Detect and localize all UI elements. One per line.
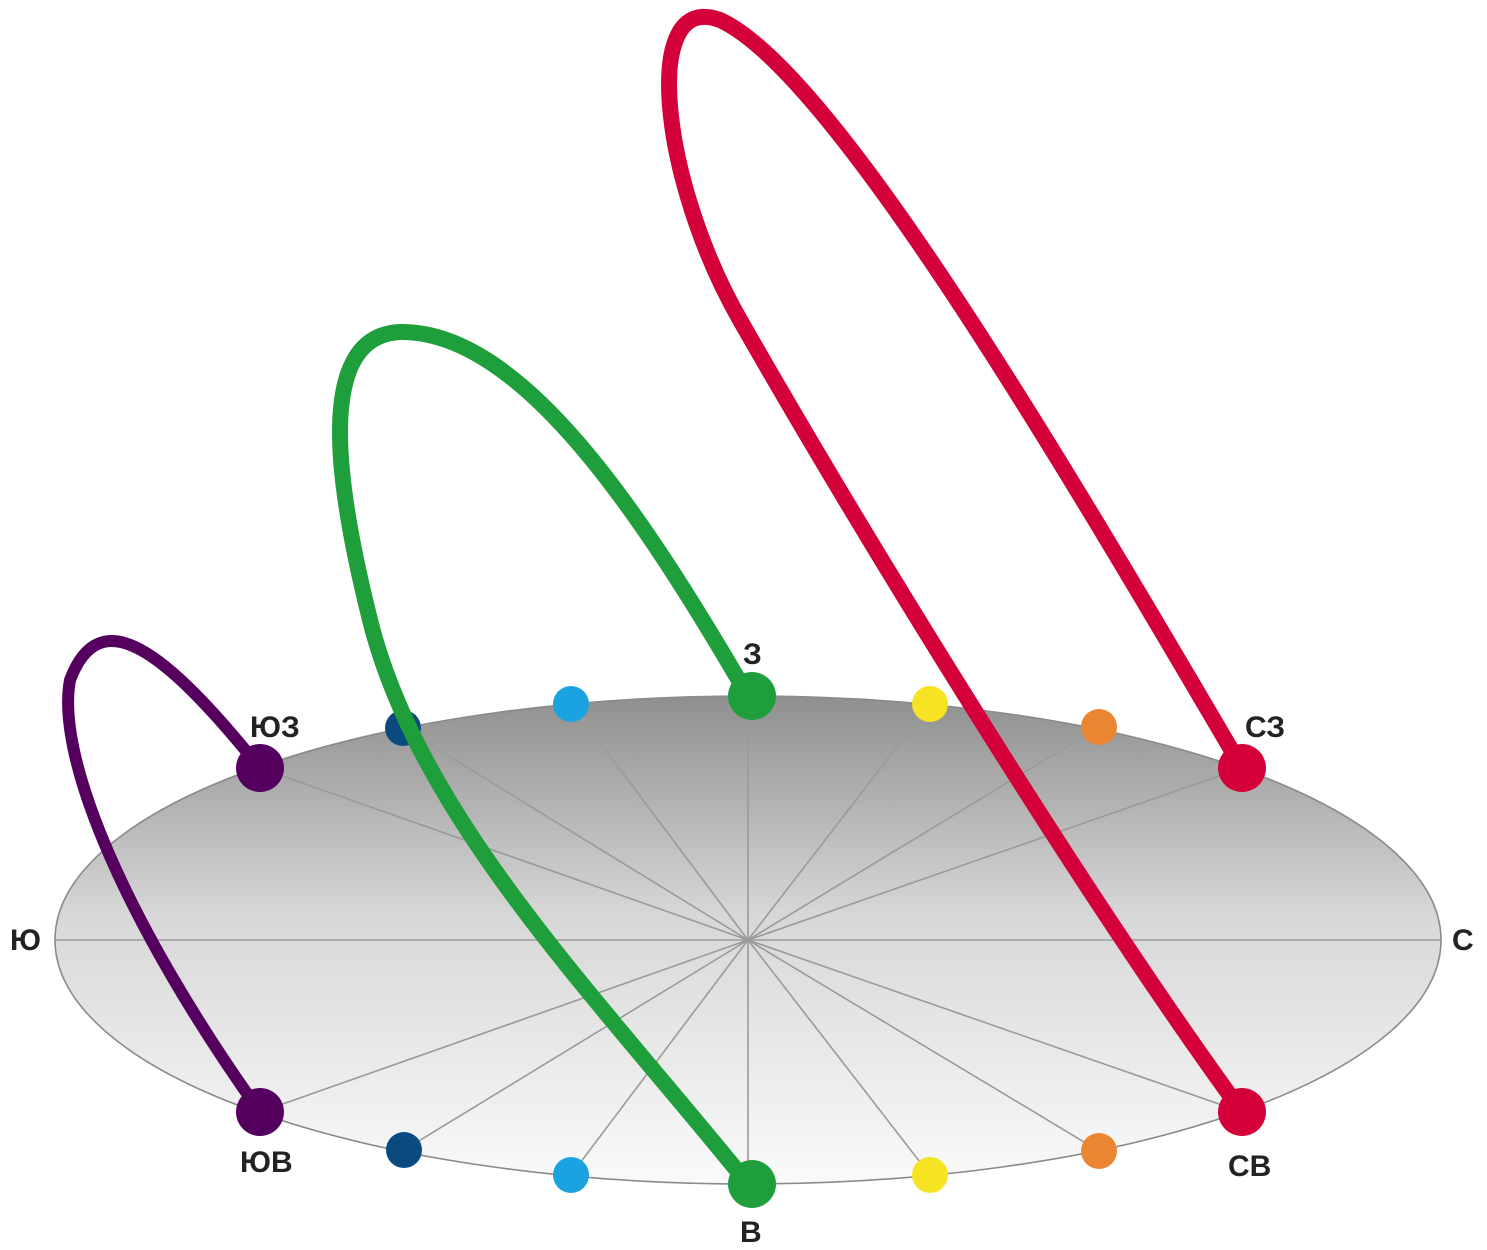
spoke-southeast xyxy=(259,939,749,1113)
spoke-orange-bottom xyxy=(747,939,1100,1152)
orange-marker-top xyxy=(1081,709,1117,745)
yellow-marker-bottom xyxy=(912,1157,948,1193)
green-endpoint-west xyxy=(728,672,776,720)
orange-marker-bottom xyxy=(1081,1133,1117,1169)
label-south: Ю xyxy=(10,924,41,957)
spoke-northeast xyxy=(747,939,1243,1113)
purple-arc xyxy=(62,635,266,1118)
light-blue-marker-top xyxy=(553,686,589,722)
red-endpoint-northwest xyxy=(1218,744,1266,792)
green-arc xyxy=(332,323,756,1192)
red-arc xyxy=(661,9,1250,1120)
purple-endpoint-southeast xyxy=(236,1088,284,1136)
rim-markers xyxy=(385,686,1117,1193)
dark-blue-marker-bottom xyxy=(386,1132,422,1168)
label-west: З xyxy=(743,638,762,671)
label-northwest: СЗ xyxy=(1245,711,1285,744)
label-southeast: ЮВ xyxy=(240,1146,293,1179)
spoke-light-blue-bottom xyxy=(570,939,749,1176)
label-north: С xyxy=(1452,924,1474,957)
label-northeast: СВ xyxy=(1228,1150,1271,1183)
spoke-yellow-bottom xyxy=(747,939,931,1176)
light-blue-marker-bottom xyxy=(553,1157,589,1193)
spoke-yellow-top xyxy=(747,703,931,941)
label-southwest: ЮЗ xyxy=(250,711,300,744)
label-east: В xyxy=(740,1216,762,1249)
direction-spokes xyxy=(55,696,1441,1184)
spoke-orange-top xyxy=(747,726,1100,941)
red-endpoint-northeast xyxy=(1218,1088,1266,1136)
spoke-light-blue-top xyxy=(570,703,749,941)
spoke-southwest xyxy=(259,767,749,941)
green-endpoint-east xyxy=(728,1160,776,1208)
yellow-marker-top xyxy=(912,686,948,722)
spoke-dark-blue-bottom xyxy=(403,939,749,1151)
purple-endpoint-southwest xyxy=(236,744,284,792)
spoke-dark-blue-top xyxy=(402,727,749,941)
spoke-northwest xyxy=(747,767,1243,941)
